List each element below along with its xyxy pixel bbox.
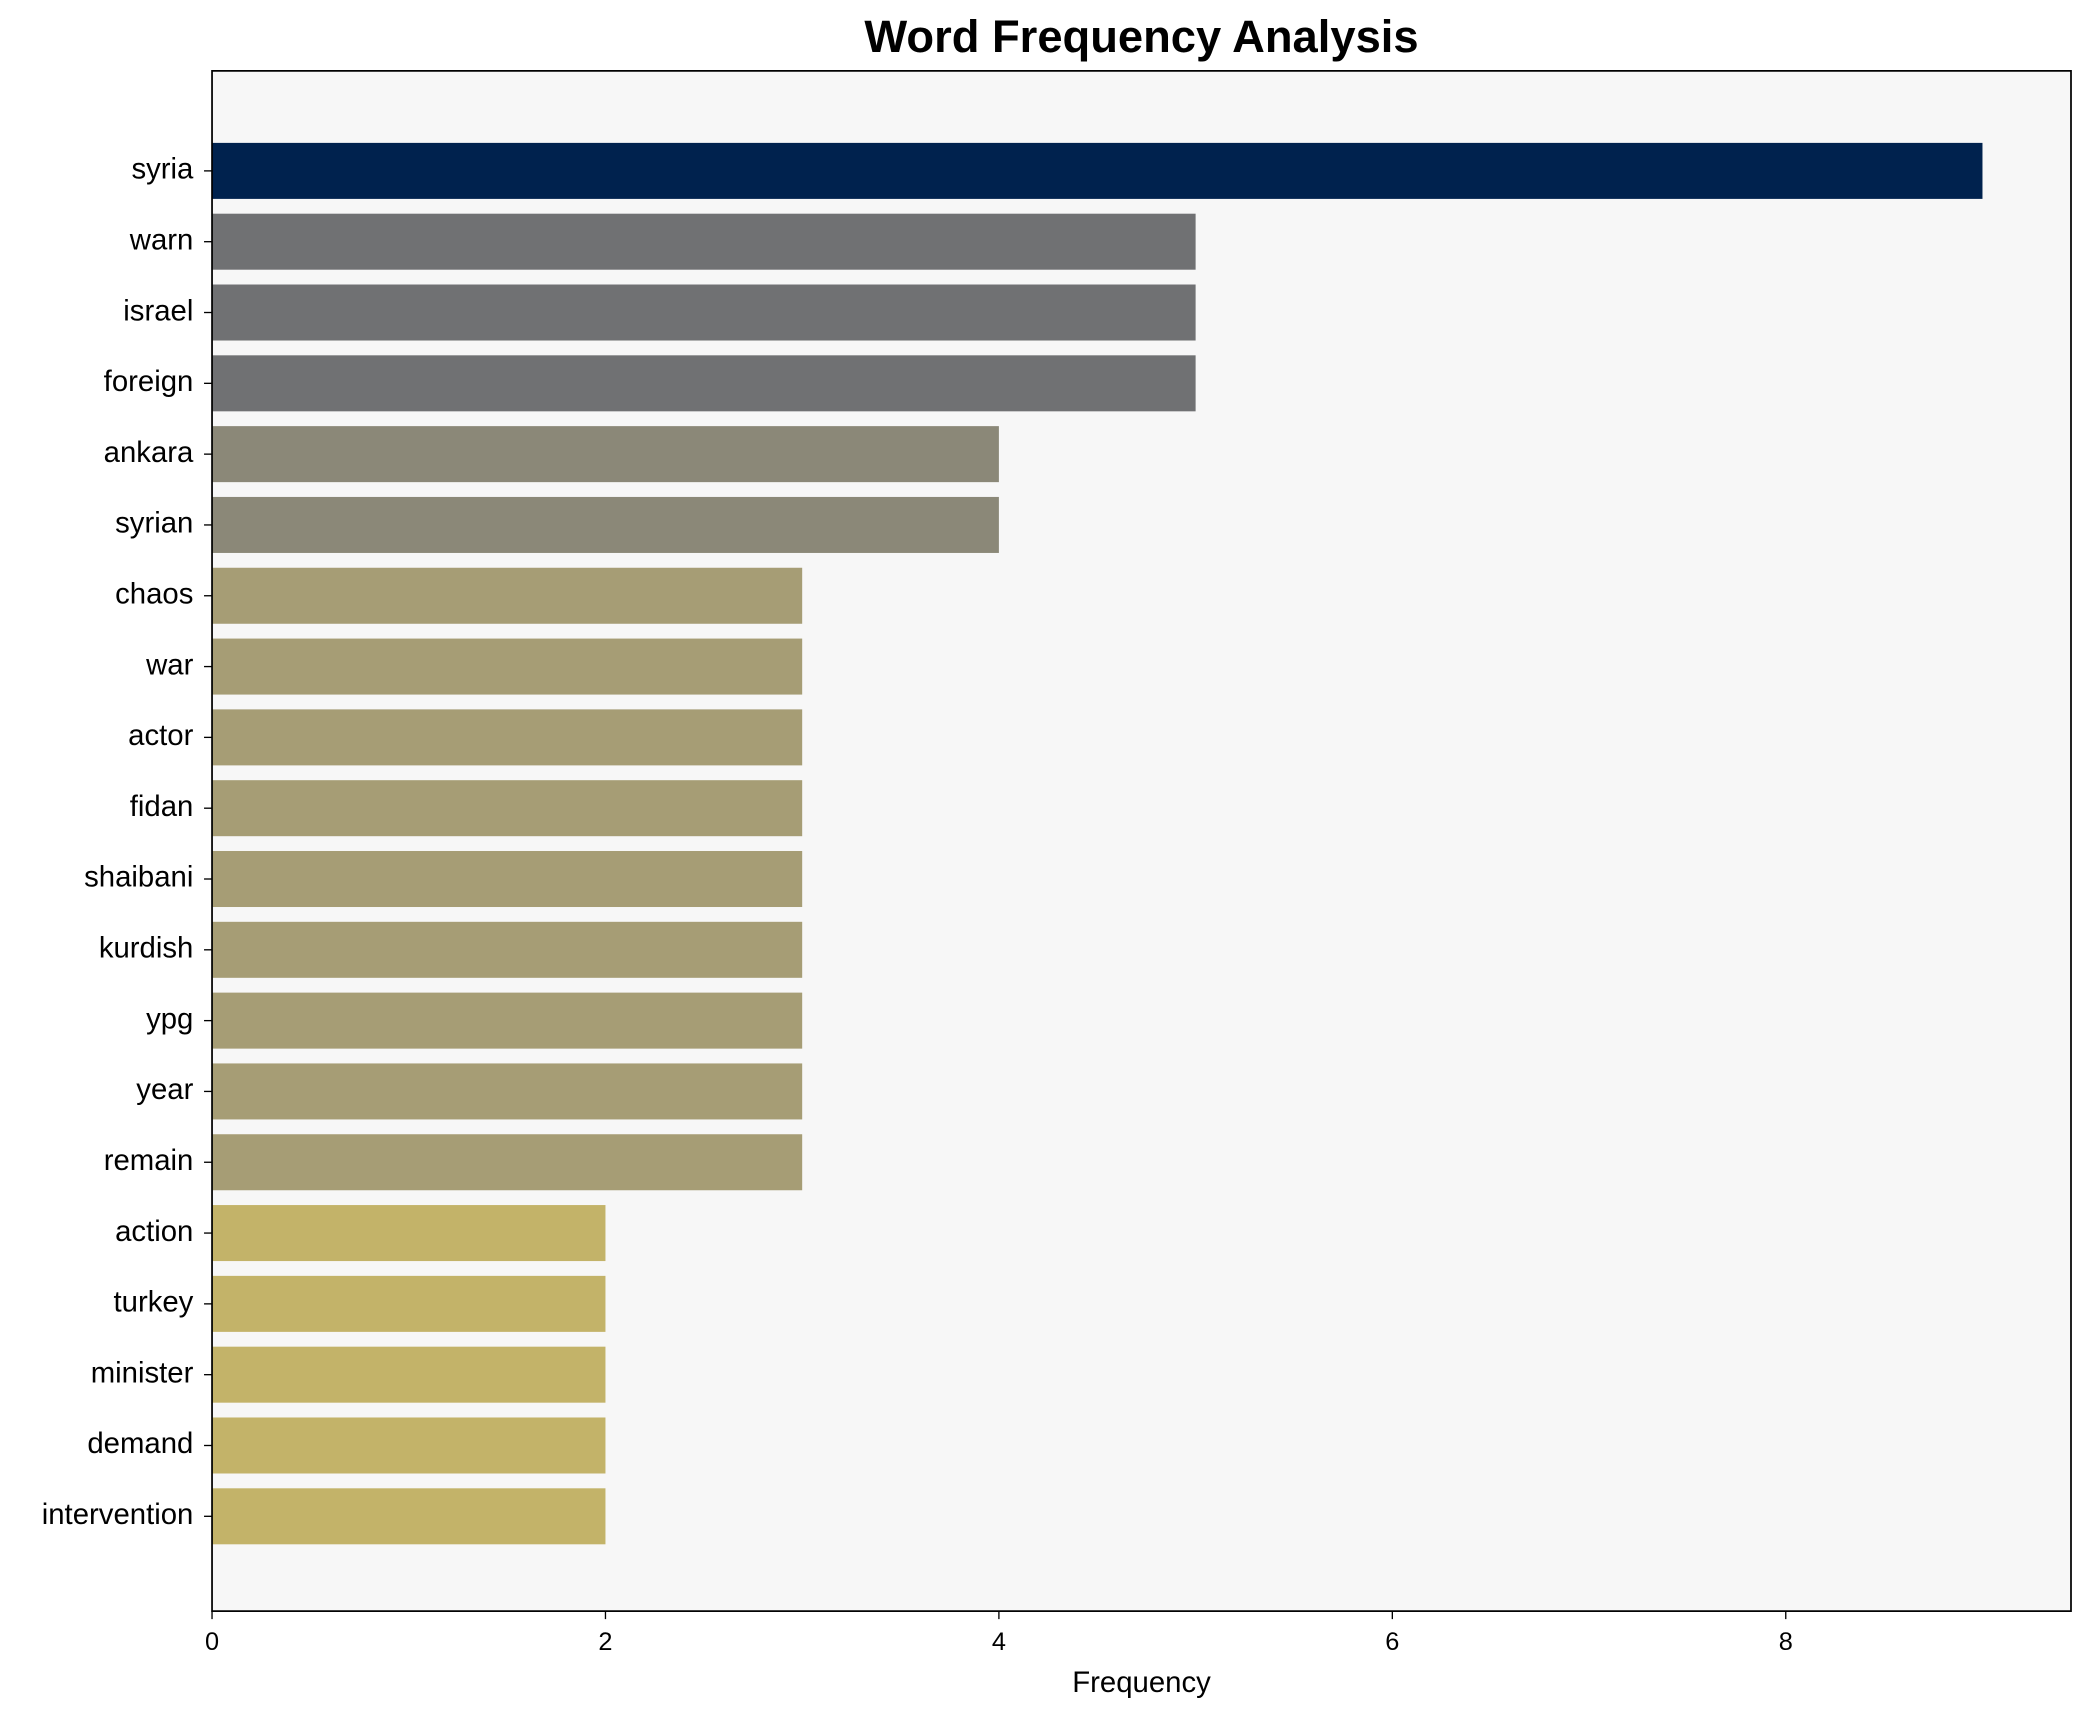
y-tick-label: syrian <box>115 507 193 540</box>
bar <box>212 992 803 1049</box>
bar <box>212 921 803 978</box>
y-tick-label: year <box>136 1073 193 1106</box>
y-tick-label: war <box>145 648 193 681</box>
y-tick-label: remain <box>104 1144 194 1177</box>
y-tick-label: ypg <box>146 1002 193 1035</box>
bar <box>212 496 999 553</box>
y-tick-label: warn <box>129 223 194 256</box>
y-tick-label: kurdish <box>99 932 194 965</box>
x-tick-label: 4 <box>992 1628 1006 1656</box>
y-tick-label: action <box>115 1215 193 1248</box>
bar <box>212 1275 606 1332</box>
x-tick-label: 2 <box>598 1628 612 1656</box>
bar <box>212 355 1196 412</box>
y-tick-label: shaibani <box>84 861 193 894</box>
y-tick-label: minister <box>91 1356 194 1389</box>
x-axis-label: Frequency <box>1072 1666 1211 1699</box>
bar <box>212 780 803 837</box>
plot-frame <box>211 70 2072 1612</box>
y-tick-label: foreign <box>104 365 194 398</box>
chart-title: Word Frequency Analysis <box>864 11 1418 62</box>
bar <box>212 426 999 483</box>
y-tick-label: syria <box>131 153 194 186</box>
x-tick-label: 0 <box>205 1628 219 1656</box>
y-tick-label: intervention <box>42 1498 194 1531</box>
bar <box>212 284 1196 341</box>
bar <box>212 1205 606 1262</box>
bar <box>212 567 803 624</box>
y-tick-label: ankara <box>104 436 194 469</box>
bar <box>212 1134 803 1191</box>
bar <box>212 1346 606 1403</box>
bar <box>212 213 1196 270</box>
bar <box>212 850 803 908</box>
y-tick-label: chaos <box>115 578 193 611</box>
bar <box>212 142 1983 199</box>
x-tick-label: 8 <box>1779 1628 1793 1656</box>
y-tick-label: actor <box>128 719 193 752</box>
x-tick-label: 6 <box>1385 1628 1399 1656</box>
y-tick-label: israel <box>123 294 193 327</box>
bar <box>212 1417 606 1474</box>
y-tick-label: fidan <box>130 790 194 823</box>
bar <box>212 1063 803 1120</box>
bar <box>212 638 803 695</box>
bar <box>212 709 803 766</box>
y-tick-label: demand <box>87 1427 193 1460</box>
bar <box>212 1488 606 1545</box>
y-tick-label: turkey <box>113 1286 193 1319</box>
